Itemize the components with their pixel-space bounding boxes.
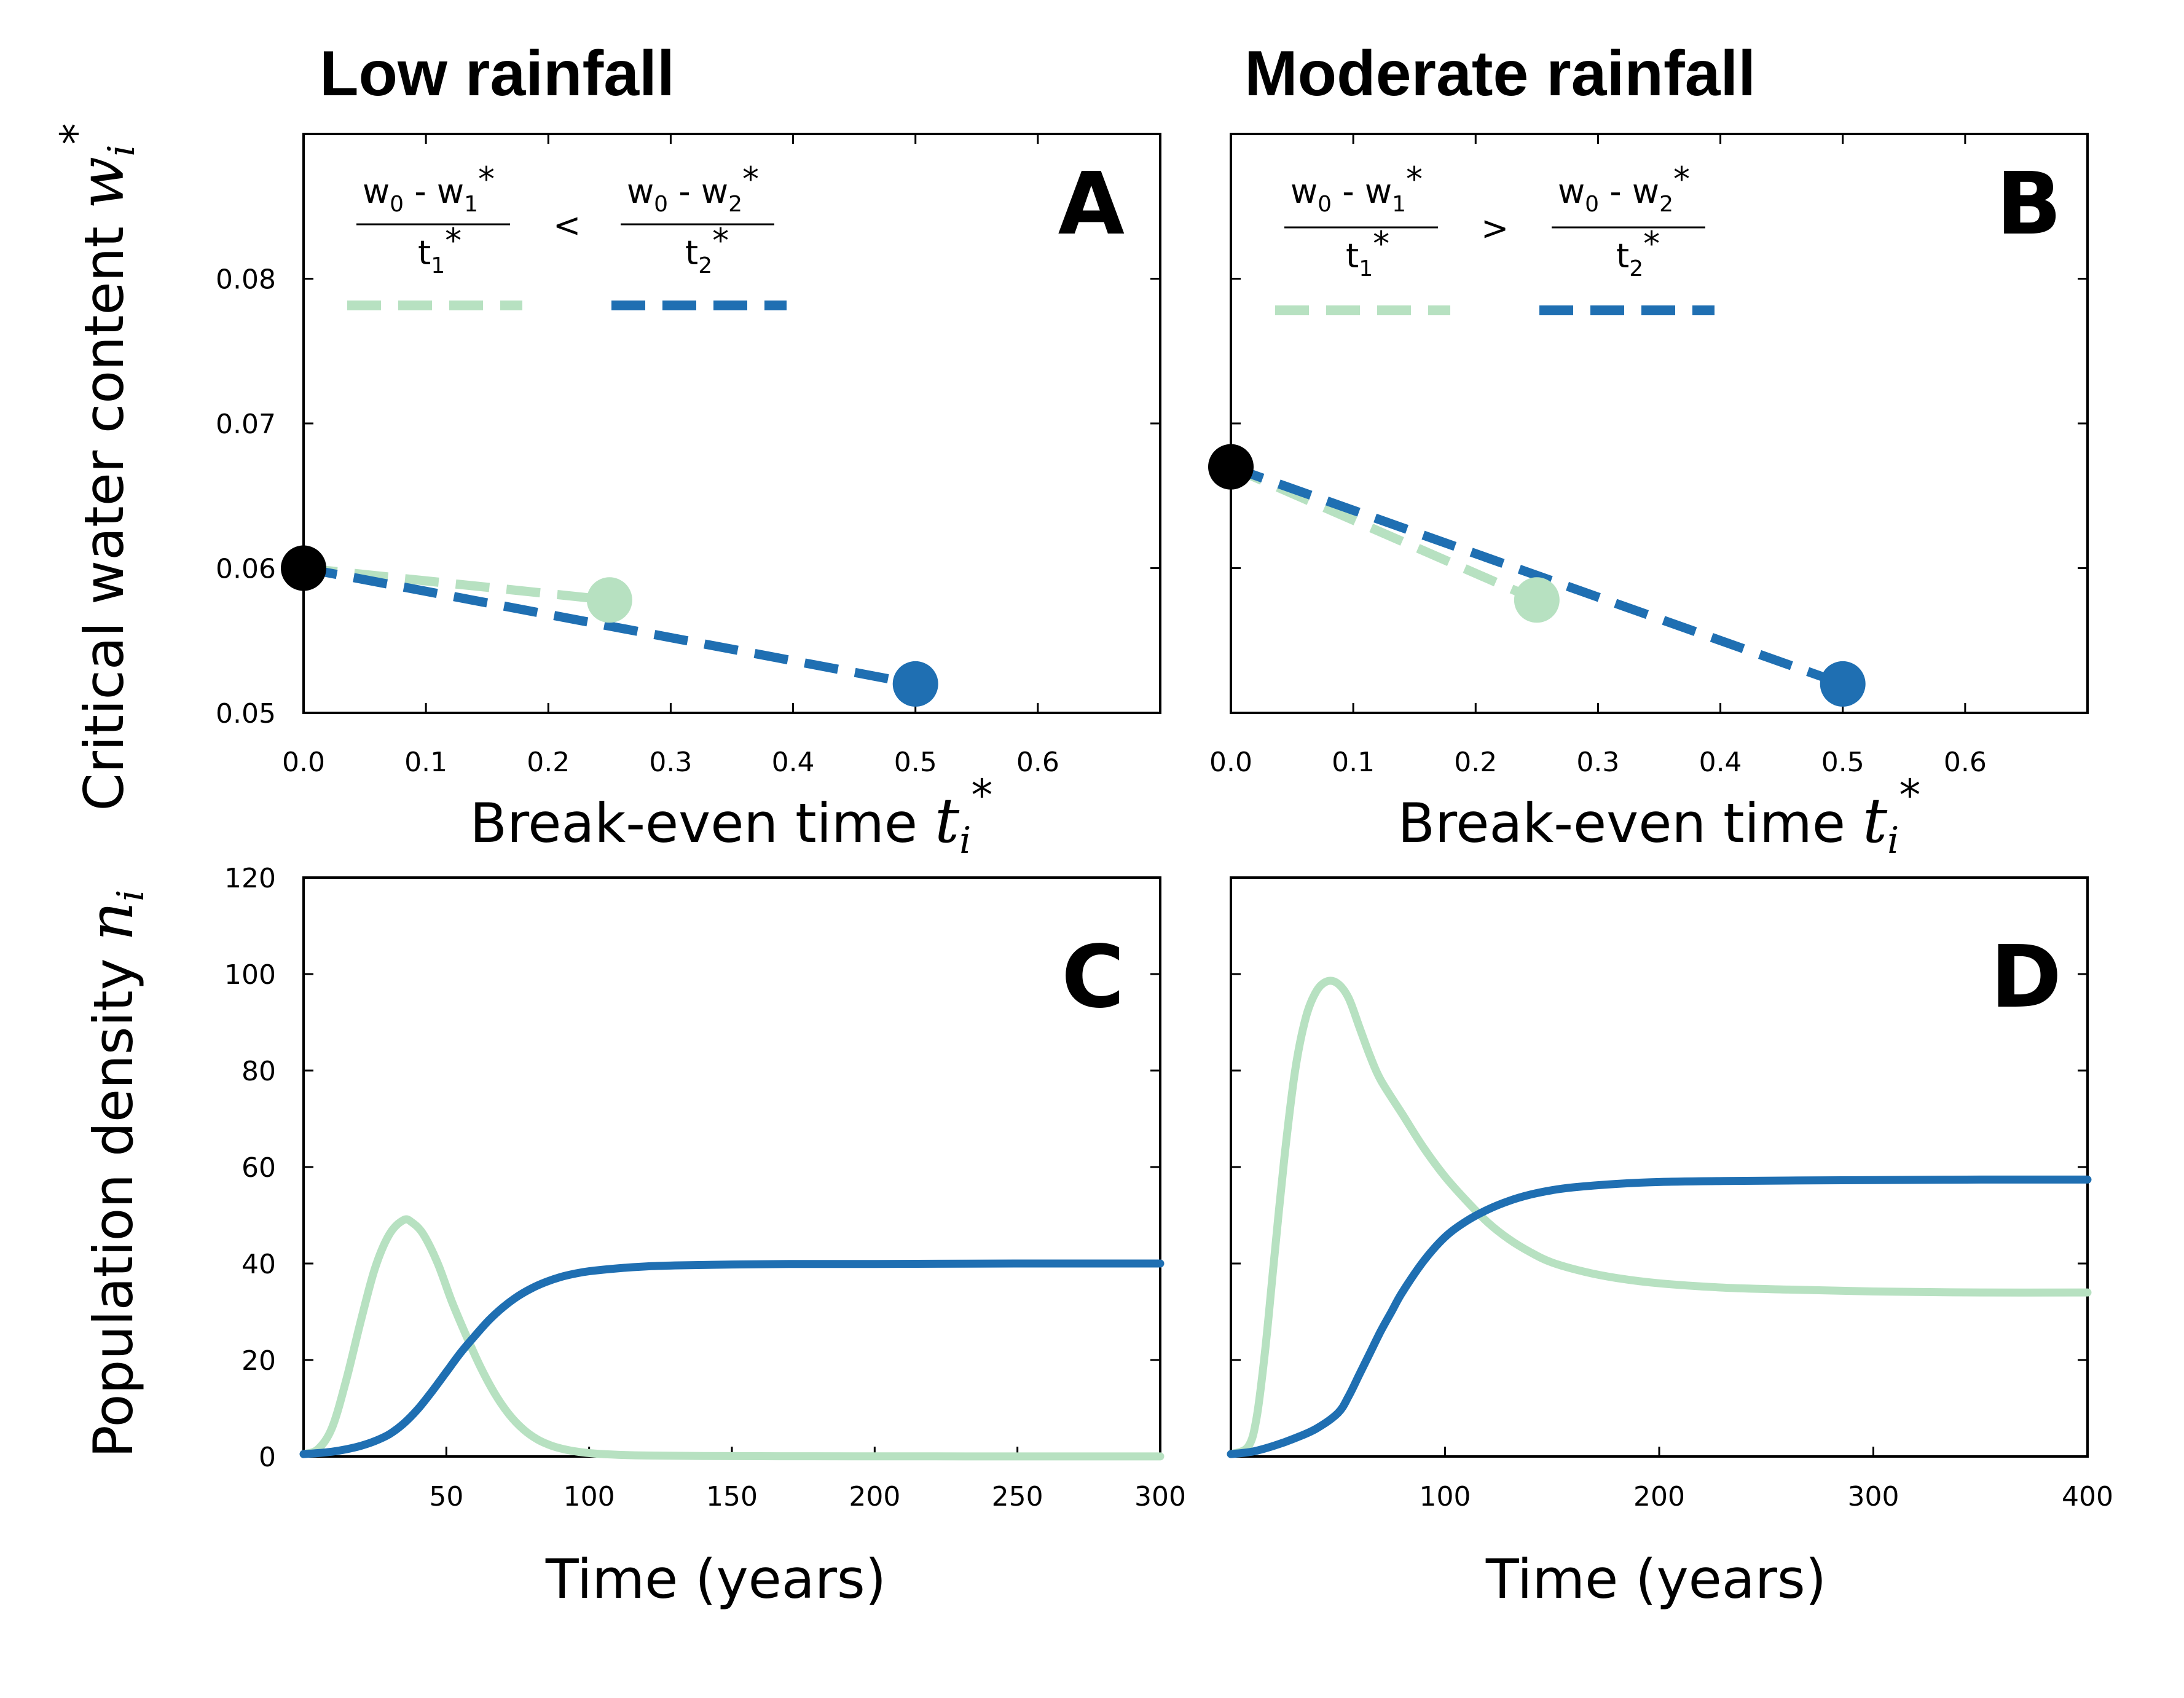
- panel-c-xtick-label: 50: [429, 1481, 463, 1512]
- panel-a-letter: A: [1058, 154, 1125, 254]
- legend-panel-a: w0 - w1* t1* < w0 - w2* t2*: [347, 160, 787, 310]
- top-y-axis-label: Critical water content wi*: [51, 123, 143, 811]
- panel-a-ytick-label: 0.05: [216, 698, 276, 729]
- panel-d-xtick-label: 100: [1420, 1481, 1471, 1512]
- panel-b-xtick-label: 0.2: [1454, 747, 1497, 778]
- panel-a-ytick-label: 0.07: [216, 409, 276, 440]
- legend-b-frac2-num: w0 - w2*: [1558, 160, 1690, 217]
- panel-a-xtick-label: 0.4: [772, 747, 815, 778]
- panel-b-species2-dashed-line: [1229, 462, 1845, 688]
- panel-b-frame: [1230, 133, 2089, 714]
- panel-b-xtick-label: 0.3: [1576, 747, 1619, 778]
- panel-c-ytick-label: 60: [242, 1152, 276, 1184]
- panel-c-ytick-label: 40: [242, 1249, 276, 1280]
- panel-b-species2-point: [1820, 661, 1866, 707]
- legend-b-frac1-num: w0 - w1*: [1290, 160, 1423, 217]
- panel-c-ytick-label: 0: [259, 1442, 276, 1473]
- panel-a-origin-point: [281, 545, 326, 591]
- legend-a-frac1-den: t1*: [418, 221, 462, 278]
- panel-b-xtick-label: 0.4: [1699, 747, 1742, 778]
- bottom-x-axis-label-d: Time (years): [1485, 1547, 1826, 1611]
- panel-d-xtick-label: 400: [2062, 1481, 2113, 1512]
- panel-b-origin-point: [1208, 444, 1254, 490]
- legend-b-compare: >: [1481, 209, 1509, 248]
- panel-c-ytick-label: 20: [242, 1345, 276, 1377]
- panel-a-xtick-label: 0.1: [404, 747, 447, 778]
- panel-c-ytick-label: 80: [242, 1056, 276, 1087]
- panel-b-xtick-label: 0.1: [1332, 747, 1375, 778]
- panel-a-xtick-label: 0.3: [649, 747, 692, 778]
- panel-d-letter: D: [1990, 927, 2062, 1028]
- panel-c-xtick-label: 100: [564, 1481, 615, 1512]
- panel-b-species1-dashed-line: [1229, 462, 1539, 605]
- panel-a-xtick-label: 0.5: [894, 747, 937, 778]
- panel-c-xtick-label: 300: [1134, 1481, 1186, 1512]
- legend-b-frac1-den: t1*: [1346, 224, 1389, 281]
- title-moderate-rainfall: Moderate rainfall: [1244, 38, 1756, 109]
- panel-c-frame: [302, 876, 1161, 1458]
- top-x-axis-label-b: Break-even time ti*: [1398, 770, 1921, 862]
- panel-a-xtick-label: 0.0: [282, 747, 325, 778]
- legend-a-frac1-num: w0 - w1*: [363, 160, 495, 217]
- panel-d-xtick-label: 300: [1848, 1481, 1899, 1512]
- top-x-axis-label-a: Break-even time ti*: [470, 770, 993, 862]
- panel-b-species1-point: [1514, 577, 1560, 623]
- panel-a-species2-dashed-line: [302, 564, 917, 689]
- panel-b-xtick-label: 0.0: [1209, 747, 1252, 778]
- panel-a-frame: [302, 133, 1161, 714]
- panel-c-species2-line: [299, 1259, 1165, 1458]
- legend-a-frac2-den: t2*: [685, 221, 729, 278]
- panel-c-xtick-label: 200: [849, 1481, 900, 1512]
- panel-b-letter: B: [1996, 154, 2062, 254]
- panel-a-species2-point: [892, 661, 938, 707]
- panel-c-ytick-label: 120: [224, 863, 276, 894]
- panel-c-species1-line: [299, 1215, 1165, 1461]
- bottom-x-axis-label-c: Time (years): [545, 1547, 886, 1611]
- panel-b-xtick-label: 0.6: [1944, 747, 1987, 778]
- panel-c-xtick-label: 150: [706, 1481, 758, 1512]
- legend-a-frac2-num: w0 - w2*: [627, 160, 759, 217]
- panel-c-ytick-label: 100: [224, 959, 276, 991]
- panel-a-ytick-label: 0.06: [216, 554, 276, 585]
- title-low-rainfall: Low rainfall: [320, 38, 675, 109]
- panel-b-xtick-label: 0.5: [1821, 747, 1864, 778]
- panel-a-xtick-label: 0.2: [527, 747, 570, 778]
- legend-a-compare: <: [553, 206, 581, 245]
- panel-c-letter: C: [1061, 927, 1125, 1028]
- panel-d-species2-line: [1227, 1175, 2092, 1458]
- panel-a-species1-point: [586, 577, 632, 623]
- panel-c-xtick-label: 250: [992, 1481, 1043, 1512]
- panel-d-species1-line: [1227, 977, 2092, 1458]
- bottom-y-axis-label: Population density ni: [75, 890, 152, 1458]
- plot-layer: 0.0 0.1 0.2 0.3 0.4 0.5 0.6 0.05 0.06 0.07 0.08 0.0…: [216, 134, 2113, 1512]
- panel-d-xtick-label: 200: [1633, 1481, 1685, 1512]
- panel-a-ytick-label: 0.08: [216, 264, 276, 296]
- legend-b-frac2-den: t2*: [1616, 224, 1660, 281]
- panel-a-xtick-label: 0.6: [1016, 747, 1059, 778]
- legend-panel-b: w0 - w1* t1* > w0 - w2* t2*: [1275, 160, 1715, 315]
